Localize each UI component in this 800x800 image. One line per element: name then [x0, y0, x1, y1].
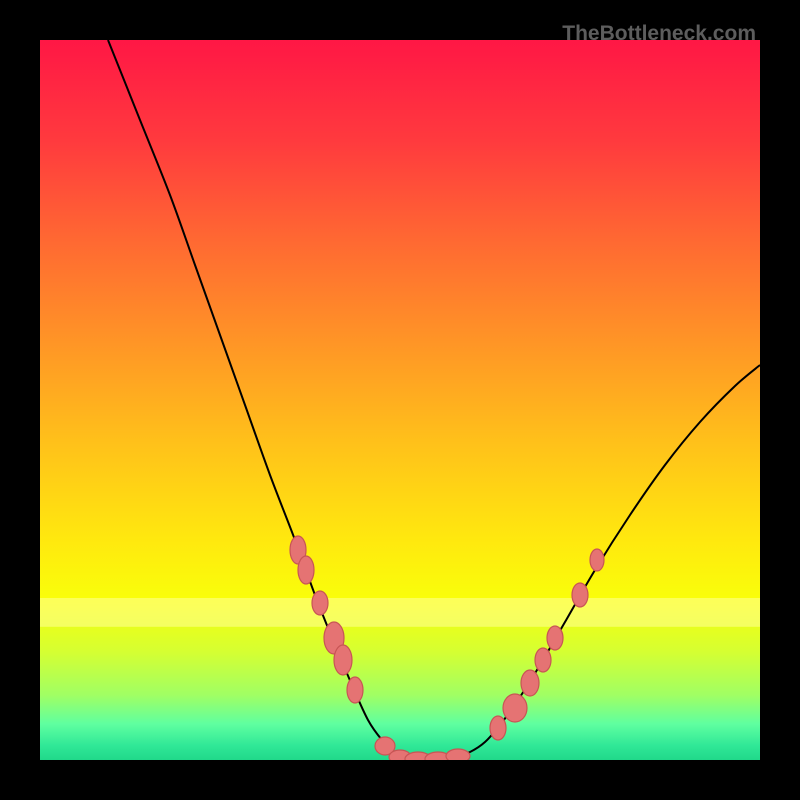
chart-container: TheBottleneck.com [20, 20, 780, 780]
marker [521, 670, 539, 696]
marker [572, 583, 588, 607]
marker [590, 549, 604, 571]
gradient-background [40, 40, 760, 760]
watermark: TheBottleneck.com [562, 22, 756, 46]
marker [503, 694, 527, 722]
marker [446, 749, 470, 760]
curve-chart [40, 40, 760, 760]
marker [347, 677, 363, 703]
bright-band [40, 598, 760, 627]
marker [312, 591, 328, 615]
marker [547, 626, 563, 650]
marker [535, 648, 551, 672]
plot-area [40, 40, 760, 760]
marker [298, 556, 314, 584]
marker [490, 716, 506, 740]
marker [334, 645, 352, 675]
